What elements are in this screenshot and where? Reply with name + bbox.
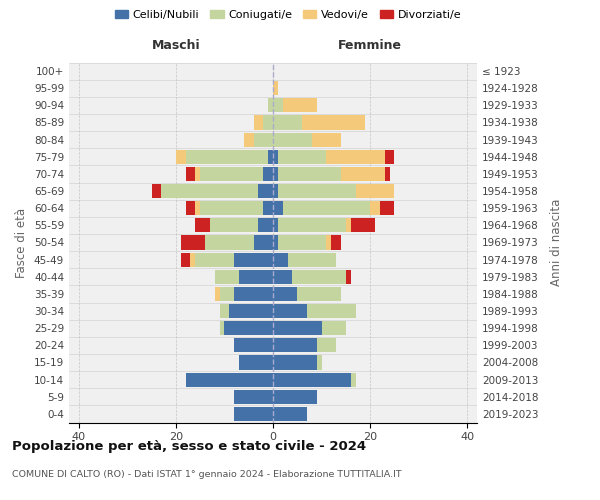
Bar [273, 338, 317, 352]
Bar [283, 201, 370, 215]
Bar [176, 150, 185, 164]
Bar [385, 167, 389, 181]
Y-axis label: Anni di nascita: Anni di nascita [550, 199, 563, 286]
Bar [273, 98, 283, 112]
Bar [273, 218, 278, 232]
Bar [185, 167, 195, 181]
Bar [195, 252, 234, 266]
Bar [341, 167, 385, 181]
Bar [152, 184, 161, 198]
Bar [278, 218, 346, 232]
Bar [234, 252, 273, 266]
Bar [273, 236, 278, 250]
Text: COMUNE DI CALTO (RO) - Dati ISTAT 1° gennaio 2024 - Elaborazione TUTTITALIA.IT: COMUNE DI CALTO (RO) - Dati ISTAT 1° gen… [12, 470, 401, 479]
Bar [200, 167, 263, 181]
Bar [200, 201, 263, 215]
Bar [273, 407, 307, 421]
Bar [317, 356, 322, 370]
Bar [220, 321, 224, 335]
Bar [331, 236, 341, 250]
Bar [273, 184, 278, 198]
Bar [234, 287, 273, 301]
Bar [263, 201, 273, 215]
Bar [278, 167, 341, 181]
Bar [254, 236, 273, 250]
Bar [234, 407, 273, 421]
Bar [326, 236, 331, 250]
Bar [312, 132, 341, 146]
Bar [273, 287, 297, 301]
Bar [351, 372, 356, 386]
Bar [229, 304, 273, 318]
Bar [254, 116, 263, 130]
Bar [292, 270, 346, 284]
Bar [297, 287, 341, 301]
Bar [273, 321, 322, 335]
Bar [254, 132, 273, 146]
Bar [234, 338, 273, 352]
Bar [273, 372, 351, 386]
Text: Femmine: Femmine [338, 39, 402, 52]
Bar [273, 304, 307, 318]
Bar [326, 150, 385, 164]
Bar [278, 150, 326, 164]
Bar [273, 81, 278, 95]
Bar [263, 116, 273, 130]
Bar [205, 236, 254, 250]
Bar [302, 116, 365, 130]
Bar [273, 116, 302, 130]
Y-axis label: Fasce di età: Fasce di età [16, 208, 28, 278]
Bar [273, 252, 287, 266]
Bar [220, 287, 234, 301]
Bar [195, 167, 200, 181]
Bar [268, 98, 273, 112]
Bar [190, 252, 195, 266]
Bar [283, 98, 317, 112]
Bar [356, 184, 394, 198]
Bar [273, 201, 283, 215]
Bar [273, 132, 312, 146]
Bar [195, 218, 210, 232]
Legend: Celibi/Nubili, Coniugati/e, Vedovi/e, Divorziati/e: Celibi/Nubili, Coniugati/e, Vedovi/e, Di… [110, 6, 466, 25]
Bar [215, 270, 239, 284]
Bar [185, 201, 195, 215]
Bar [278, 236, 326, 250]
Bar [210, 218, 259, 232]
Bar [351, 218, 375, 232]
Bar [273, 150, 278, 164]
Bar [263, 167, 273, 181]
Bar [215, 287, 220, 301]
Bar [181, 252, 190, 266]
Bar [220, 304, 229, 318]
Bar [287, 252, 336, 266]
Bar [161, 184, 259, 198]
Bar [322, 321, 346, 335]
Bar [346, 270, 351, 284]
Bar [185, 150, 268, 164]
Bar [259, 218, 273, 232]
Bar [317, 338, 336, 352]
Bar [273, 270, 292, 284]
Bar [370, 201, 380, 215]
Bar [195, 201, 200, 215]
Bar [273, 356, 317, 370]
Bar [307, 304, 356, 318]
Bar [268, 150, 273, 164]
Bar [273, 167, 278, 181]
Bar [224, 321, 273, 335]
Bar [185, 372, 273, 386]
Text: Popolazione per età, sesso e stato civile - 2024: Popolazione per età, sesso e stato civil… [12, 440, 366, 453]
Bar [346, 218, 351, 232]
Bar [181, 236, 205, 250]
Text: Maschi: Maschi [152, 39, 200, 52]
Bar [244, 132, 254, 146]
Bar [273, 390, 317, 404]
Bar [380, 201, 394, 215]
Bar [278, 184, 356, 198]
Bar [239, 356, 273, 370]
Bar [259, 184, 273, 198]
Bar [239, 270, 273, 284]
Bar [385, 150, 394, 164]
Bar [234, 390, 273, 404]
